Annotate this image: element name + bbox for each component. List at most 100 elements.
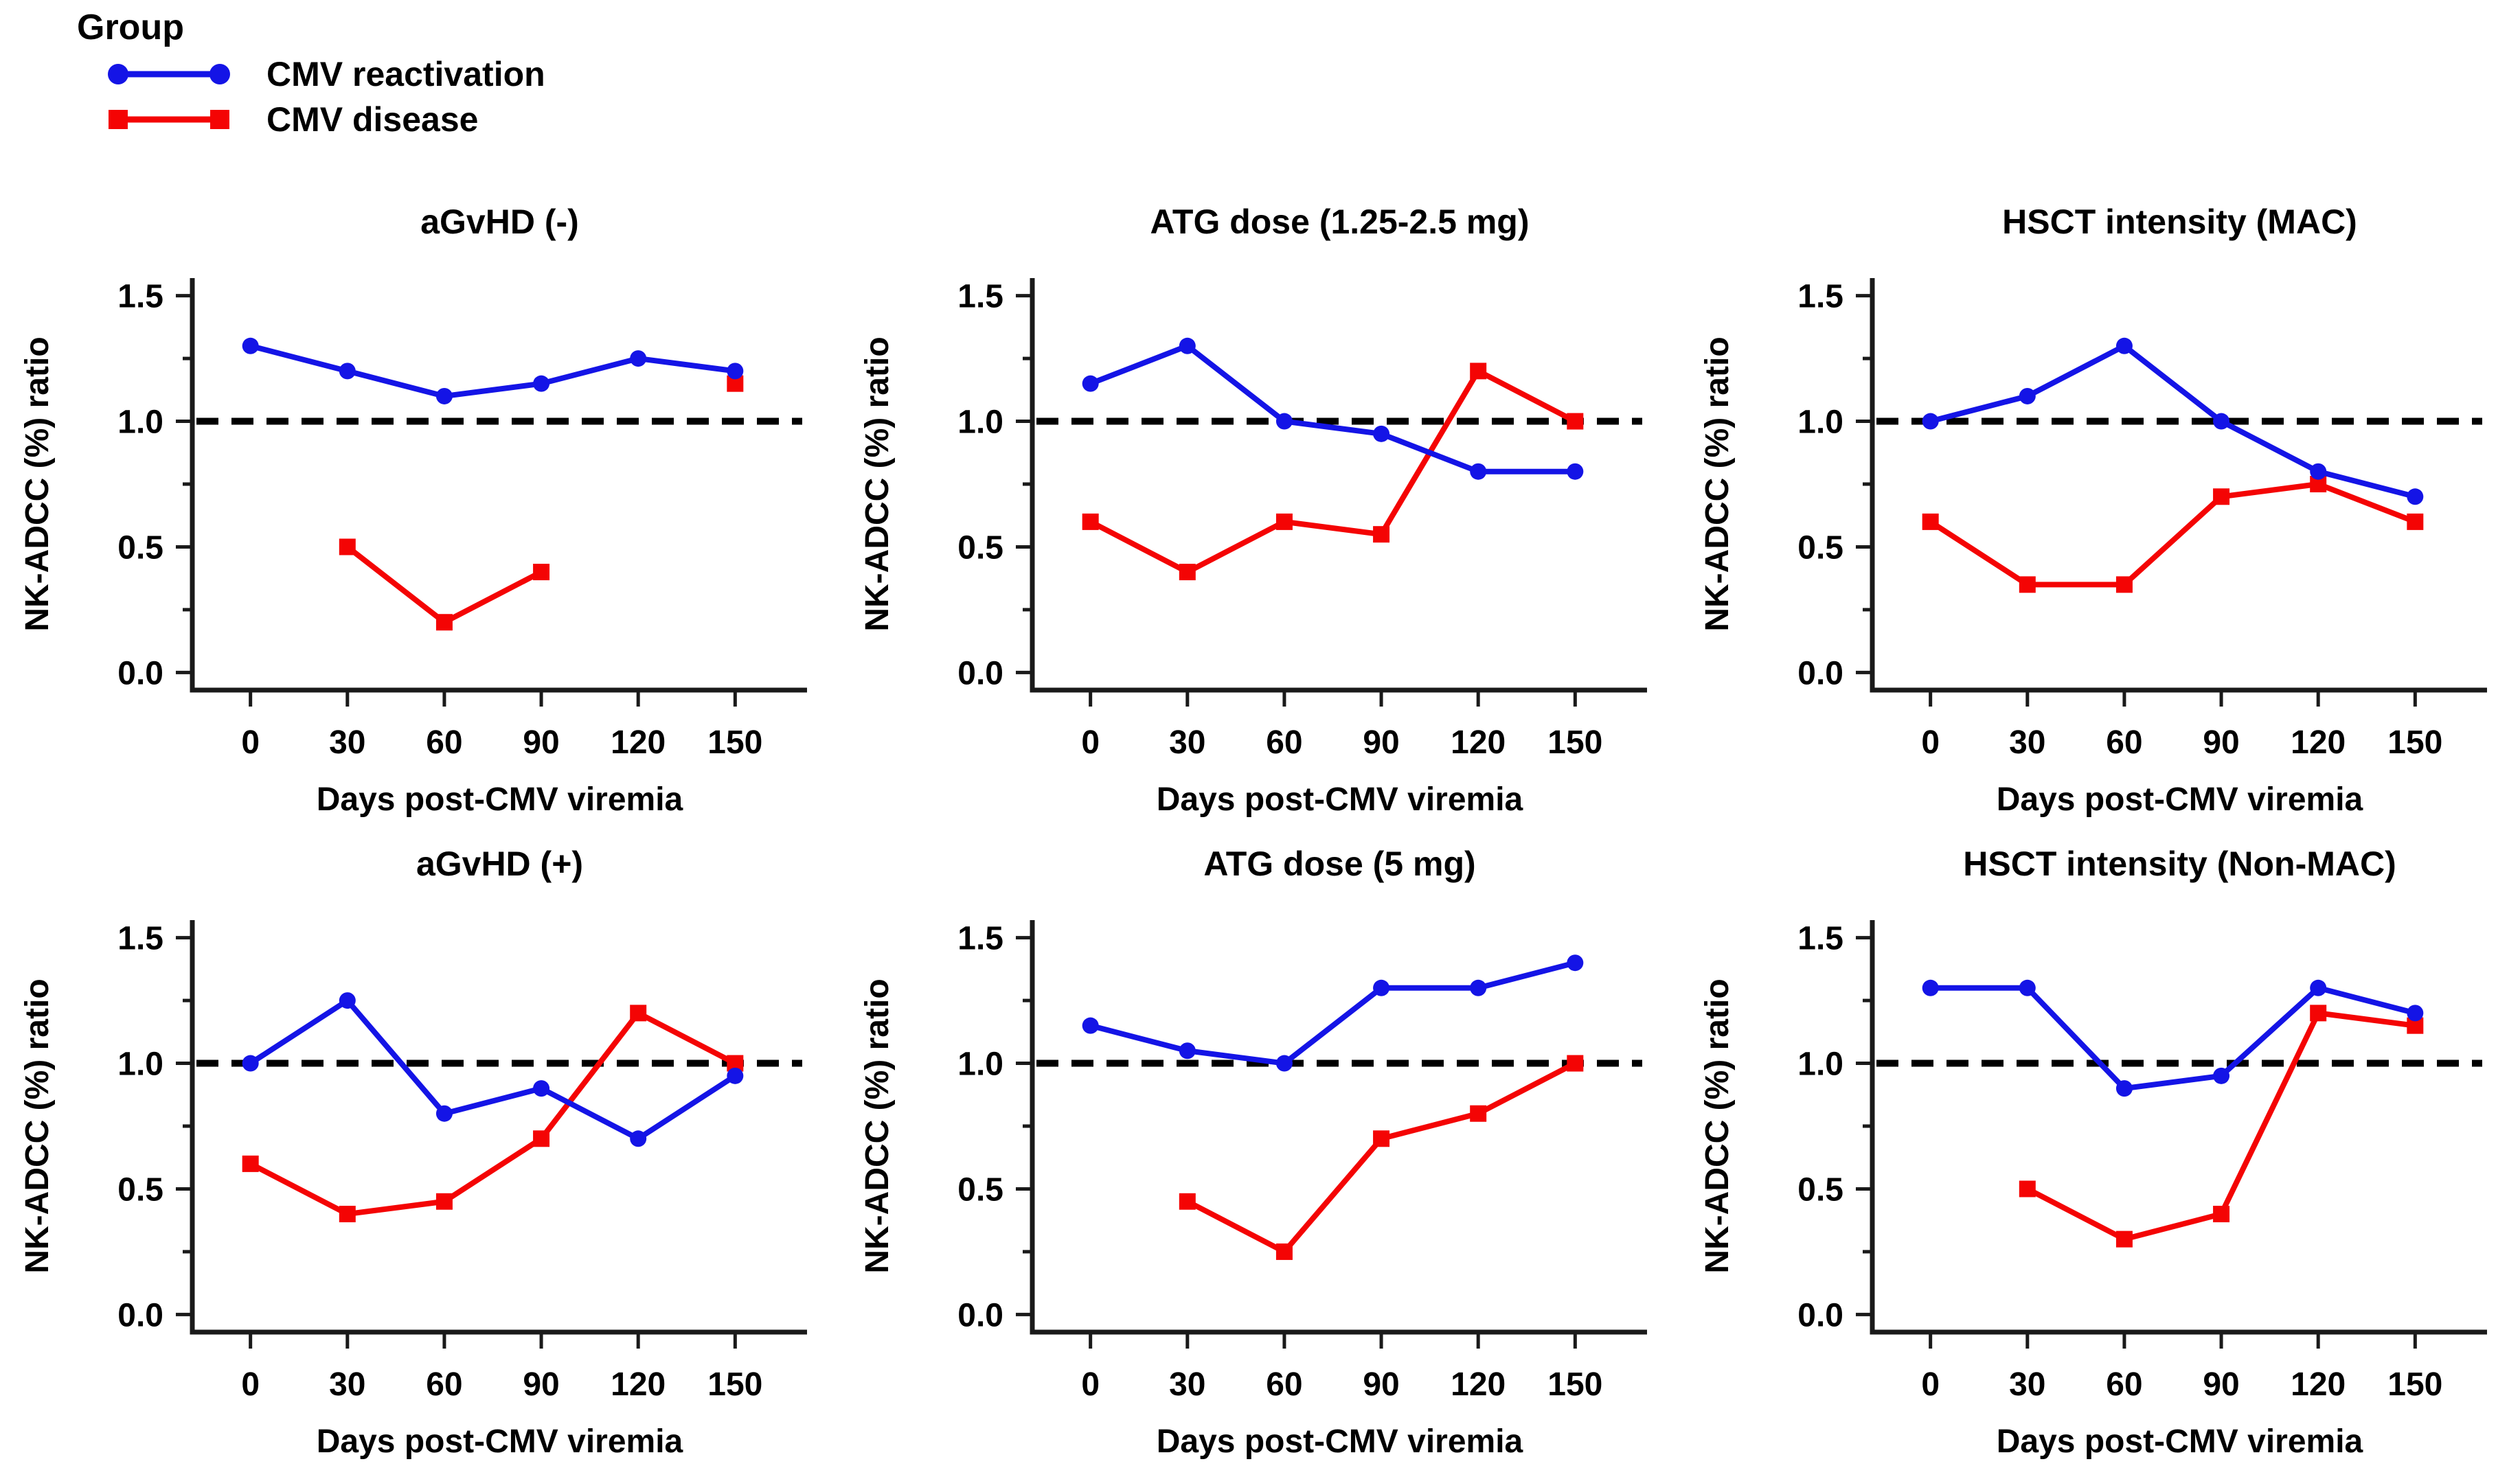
legend-title: Group: [77, 8, 184, 47]
x-tick-label: 0: [1081, 724, 1100, 761]
data-point-circle: [1567, 463, 1584, 480]
x-tick-label: 120: [611, 724, 666, 761]
panel-title: aGvHD (-): [420, 203, 579, 241]
data-point-circle: [2019, 387, 2036, 404]
data-point-square: [1179, 564, 1196, 581]
data-point-circle: [1082, 1017, 1099, 1034]
legend-square-marker-right: [210, 110, 229, 130]
legend-item-cmv-reactivation: CMV reactivation: [100, 51, 545, 97]
legend-circle-marker-right: [209, 64, 230, 85]
data-point-square: [339, 1206, 356, 1223]
data-point-circle: [1922, 413, 1939, 430]
panel-hsct-mac: HSCT intensity (MAC) NK-ADCC (%) ratio Day…: [1680, 175, 2520, 818]
data-point-square: [1567, 1055, 1584, 1072]
panel-title: ATG dose (5 mg): [1203, 845, 1475, 883]
data-point-circle: [339, 363, 356, 380]
data-point-square: [630, 1005, 647, 1022]
x-tick-label: 150: [1547, 1366, 1602, 1403]
x-tick-label: 90: [1363, 724, 1399, 761]
x-tick-label: 90: [523, 724, 559, 761]
data-point-square: [1275, 1243, 1293, 1260]
x-tick-label: 30: [2009, 1366, 2045, 1403]
data-point-square: [1470, 363, 1487, 380]
chart-svg-5: HSCT intensity (Non-MAC) NK-ADCC (%) rati…: [1699, 845, 2487, 1460]
data-point-circle: [435, 387, 453, 404]
x-tick-label: 0: [241, 1366, 260, 1403]
y-tick-label: 1.0: [1797, 404, 1843, 441]
x-tick-label: 0: [1921, 1366, 1940, 1403]
data-point-circle: [727, 363, 744, 380]
y-axis-label: NK-ADCC (%) ratio: [19, 336, 56, 631]
y-tick-label: 1.0: [1797, 1046, 1843, 1083]
series-line-circle: [247, 998, 738, 1142]
x-axis-label: Days post-CMV viremia: [1997, 781, 2363, 817]
data-point-circle: [242, 337, 259, 354]
y-axis-label: NK-ADCC (%) ratio: [859, 336, 896, 631]
data-point-circle: [1567, 954, 1584, 972]
x-tick-label: 60: [2106, 724, 2142, 761]
y-tick-label: 1.5: [117, 279, 163, 315]
y-tick-label: 1.0: [117, 404, 163, 441]
x-tick-label: 120: [1451, 1366, 1506, 1403]
data-point-circle: [2407, 1005, 2424, 1022]
chart-svg-3: aGvHD (+) NK-ADCC (%) ratio Days post-CMV …: [19, 845, 807, 1460]
y-tick-label: 1.5: [117, 921, 163, 957]
x-tick-label: 0: [241, 724, 260, 761]
data-point-square: [1275, 513, 1293, 530]
data-point-square: [1082, 513, 1099, 530]
circle-line-marker-icon: [108, 64, 230, 85]
panel-atg-dose-low: ATG dose (1.25-2.5 mg) NK-ADCC (%) ratio D…: [840, 175, 1680, 818]
data-point-square: [533, 564, 550, 581]
data-point-circle: [242, 1055, 259, 1072]
data-point-circle: [630, 350, 647, 367]
legend: Group CMV reactivation CMV disease: [60, 8, 545, 142]
y-tick-label: 0.5: [957, 529, 1003, 566]
y-tick-label: 0.5: [1797, 1171, 1843, 1208]
x-tick-label: 60: [1266, 724, 1302, 761]
y-tick-label: 0.5: [1797, 529, 1843, 566]
data-point-square: [2019, 1180, 2036, 1198]
chart-svg-0: aGvHD (-) NK-ADCC (%) ratio Days post-CMV …: [19, 203, 807, 818]
data-point-square: [1179, 1193, 1196, 1210]
data-point-square: [2213, 1206, 2230, 1223]
data-point-square: [2407, 513, 2424, 530]
data-point-circle: [2213, 1067, 2230, 1084]
panel-title: HSCT intensity (Non-MAC): [1963, 845, 2396, 883]
y-tick-label: 0.0: [957, 655, 1003, 691]
x-tick-label: 60: [426, 724, 462, 761]
data-point-circle: [2407, 488, 2424, 505]
y-tick-label: 0.0: [117, 655, 163, 691]
y-axis-label: NK-ADCC (%) ratio: [1699, 978, 1736, 1273]
series-line-square: [1927, 481, 2418, 588]
y-tick-label: 0.0: [1797, 655, 1843, 691]
series-line-circle: [1927, 985, 2418, 1092]
legend-circle-marker-left: [108, 64, 128, 85]
x-tick-label: 30: [2009, 724, 2045, 761]
y-axis-label: NK-ADCC (%) ratio: [1699, 336, 1736, 631]
data-point-circle: [533, 375, 550, 392]
series-line-circle: [1087, 960, 1578, 1066]
panel-agvhd-negative: aGvHD (-) NK-ADCC (%) ratio Days post-CMV …: [0, 175, 840, 818]
data-point-circle: [339, 992, 356, 1009]
panel-agvhd-positive: aGvHD (+) NK-ADCC (%) ratio Days post-CMV …: [0, 817, 840, 1460]
data-point-circle: [630, 1130, 647, 1147]
series-line-circle: [1087, 343, 1578, 474]
data-point-circle: [1275, 413, 1293, 430]
x-tick-label: 30: [1169, 1366, 1205, 1403]
x-tick-label: 60: [2106, 1366, 2142, 1403]
data-point-circle: [435, 1105, 453, 1122]
data-point-circle: [1082, 375, 1099, 392]
x-axis-label: Days post-CMV viremia: [317, 781, 683, 817]
data-point-circle: [1275, 1055, 1293, 1072]
x-tick-label: 90: [523, 1366, 559, 1403]
legend-item-cmv-disease: CMV disease: [100, 97, 545, 142]
y-tick-label: 1.0: [957, 404, 1003, 441]
data-point-square: [1922, 513, 1939, 530]
panel-hsct-non-mac: HSCT intensity (Non-MAC) NK-ADCC (%) rati…: [1680, 817, 2520, 1460]
x-tick-label: 30: [329, 1366, 365, 1403]
data-point-circle: [2115, 1080, 2133, 1097]
series-line-circle: [247, 343, 738, 399]
x-tick-label: 120: [611, 1366, 666, 1403]
x-tick-label: 0: [1921, 724, 1940, 761]
